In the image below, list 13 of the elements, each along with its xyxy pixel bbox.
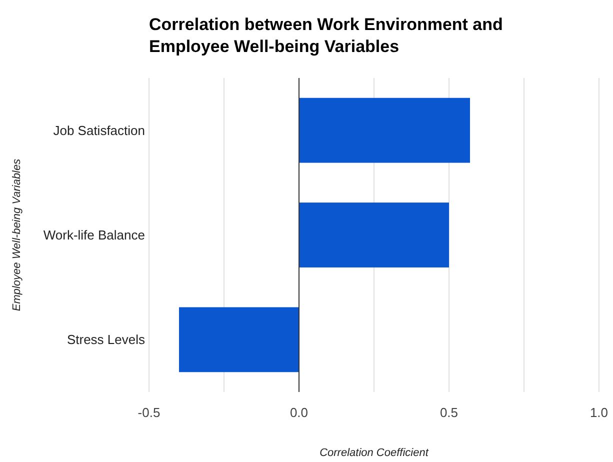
y-tick-label: Stress Levels — [66, 332, 146, 348]
x-tick-label: 0.0 — [290, 405, 308, 420]
y-tick-label: Work-life Balance — [43, 228, 145, 243]
bar — [299, 98, 470, 163]
x-tick-label: 0.5 — [440, 405, 458, 420]
y-axis-title: Employee Well-being Variables — [11, 158, 23, 312]
bar — [299, 202, 449, 268]
x-axis-title: Correlation Coefficient — [320, 447, 430, 459]
chart-title: Correlation between Work Environment and Employee Well-being Variables — [149, 15, 503, 56]
bar — [179, 307, 299, 372]
y-tick-label: Job Satisfaction — [53, 122, 145, 138]
x-tick-label: -0.5 — [138, 405, 160, 420]
x-tick-label: 1.0 — [590, 405, 608, 420]
